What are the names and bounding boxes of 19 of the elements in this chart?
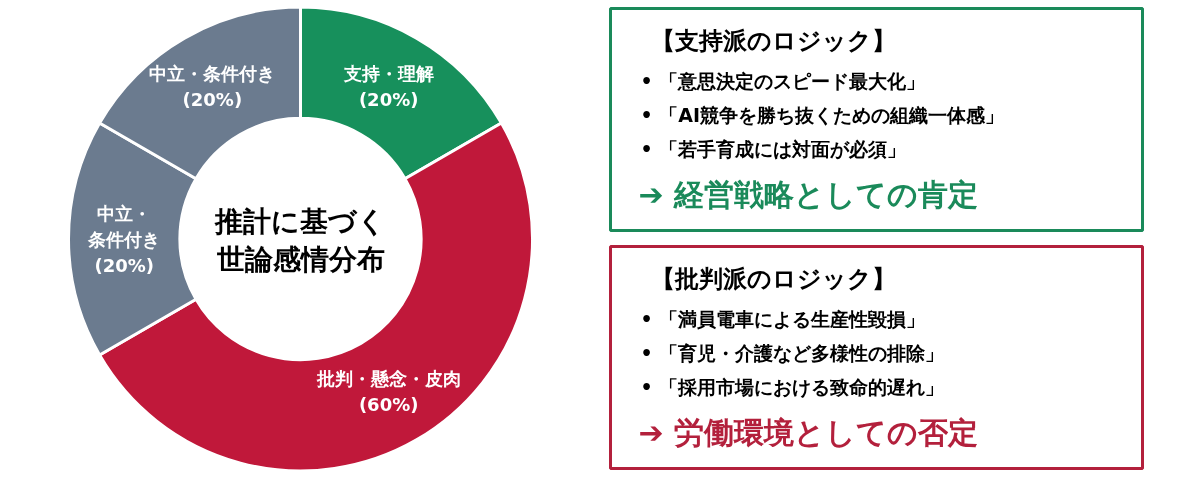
category-label: 中立・条件付き [88, 202, 161, 250]
text: 【支持派のロジック】 [650, 26, 896, 55]
text: • 「採用市場における致命的遅れ」 [640, 375, 945, 398]
text: ➔ 経営戦略としての肯定 [638, 177, 979, 212]
text: • 「育児・介護など多様性の排除」 [640, 341, 945, 364]
data-label: (20%) [94, 254, 154, 276]
data-label: (60%) [358, 394, 419, 416]
slice-label: 支持・理解 [342, 62, 434, 84]
slice-label: 批判・懸念・皮肉 [315, 368, 461, 390]
text: ➔ 労働環境としての否定 [638, 415, 979, 450]
slice-label: 中立・条件付き [149, 62, 276, 84]
text: • 「満員電車による生産性毀損」 [640, 307, 926, 330]
data-label: (20%) [358, 88, 419, 110]
text: • 「意思決定のスピード最大化」 [640, 69, 926, 92]
text: • 「AI競争を勝ち抜くための組織一体感」 [640, 103, 1005, 126]
text: • 「若手育成には対面が必須」 [640, 137, 907, 160]
data-label: (20%) [182, 88, 243, 110]
text: 推計に基づく世論感情分布 [214, 204, 386, 276]
text: 【批判派のロジック】 [650, 264, 896, 293]
